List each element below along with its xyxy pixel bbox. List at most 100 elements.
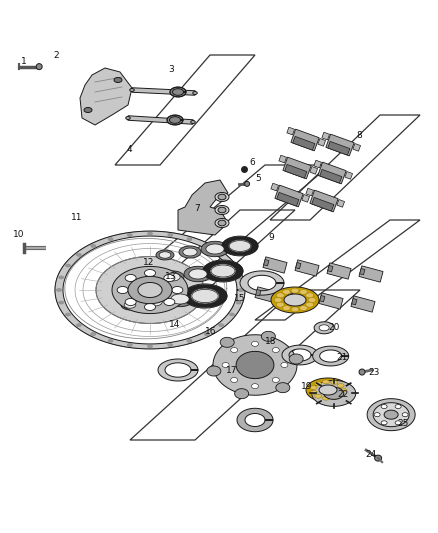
Polygon shape [187,340,192,342]
Polygon shape [108,340,113,342]
Polygon shape [310,390,317,394]
Text: 15: 15 [234,294,246,303]
Polygon shape [179,246,201,258]
Polygon shape [287,290,311,306]
Polygon shape [55,231,245,349]
Polygon shape [320,169,342,183]
Polygon shape [148,298,162,306]
Polygon shape [59,276,64,279]
Polygon shape [282,345,318,365]
Polygon shape [314,394,321,398]
Polygon shape [138,282,162,297]
Polygon shape [283,305,290,311]
Polygon shape [76,324,81,327]
Polygon shape [193,92,197,94]
Polygon shape [287,127,294,135]
Polygon shape [84,108,92,112]
Polygon shape [291,307,299,312]
Polygon shape [256,289,261,296]
Polygon shape [296,262,301,269]
Polygon shape [300,305,307,311]
Polygon shape [264,260,269,266]
Polygon shape [281,362,288,367]
Polygon shape [211,265,235,277]
Polygon shape [352,298,357,305]
Polygon shape [276,383,290,393]
Polygon shape [204,245,209,247]
Polygon shape [162,271,184,283]
Polygon shape [384,410,398,419]
Polygon shape [231,348,238,352]
Polygon shape [228,239,252,253]
Polygon shape [283,157,311,179]
Polygon shape [230,264,234,267]
Polygon shape [322,380,329,384]
Polygon shape [367,399,415,431]
Polygon shape [381,421,387,425]
Polygon shape [76,253,81,256]
Polygon shape [313,346,349,366]
Polygon shape [132,88,195,95]
Polygon shape [117,287,128,294]
Polygon shape [283,289,290,294]
Polygon shape [276,293,284,298]
Polygon shape [276,302,284,307]
Polygon shape [237,408,273,432]
Polygon shape [166,273,180,281]
Polygon shape [351,296,375,312]
Polygon shape [359,369,365,375]
Polygon shape [222,237,258,255]
Polygon shape [322,396,329,400]
Polygon shape [306,302,314,307]
Polygon shape [121,300,139,310]
Polygon shape [236,351,274,378]
Polygon shape [183,285,227,307]
Polygon shape [279,155,286,163]
Polygon shape [210,264,236,278]
Polygon shape [191,288,219,304]
Polygon shape [302,195,310,202]
Polygon shape [139,275,157,285]
Polygon shape [170,87,186,97]
Polygon shape [148,232,152,235]
Polygon shape [218,207,226,213]
Polygon shape [229,240,251,252]
Polygon shape [274,297,282,303]
Polygon shape [272,377,279,383]
Polygon shape [331,381,338,384]
Polygon shape [271,287,319,313]
Polygon shape [322,132,329,140]
Polygon shape [314,322,334,334]
Polygon shape [204,333,209,336]
Polygon shape [277,192,299,206]
Polygon shape [261,332,276,341]
Polygon shape [189,269,207,279]
Polygon shape [381,405,387,409]
Polygon shape [203,261,243,281]
Polygon shape [126,117,130,119]
Text: 18: 18 [265,337,276,345]
Polygon shape [158,359,198,381]
Polygon shape [236,276,241,279]
Polygon shape [192,289,218,303]
Polygon shape [310,166,318,174]
Polygon shape [373,402,409,427]
Polygon shape [219,253,224,256]
Text: 7: 7 [194,205,200,213]
Polygon shape [127,343,132,346]
Text: 21: 21 [336,353,347,361]
Polygon shape [36,63,42,70]
Polygon shape [291,129,319,151]
Polygon shape [207,366,221,376]
Polygon shape [289,354,303,364]
Polygon shape [57,288,61,292]
Polygon shape [251,341,258,346]
Polygon shape [337,392,344,397]
Text: 10: 10 [13,230,24,239]
Polygon shape [324,387,344,399]
Polygon shape [166,292,194,306]
Text: 1: 1 [21,57,27,66]
Polygon shape [222,236,258,256]
Polygon shape [328,141,350,155]
Polygon shape [91,245,96,247]
